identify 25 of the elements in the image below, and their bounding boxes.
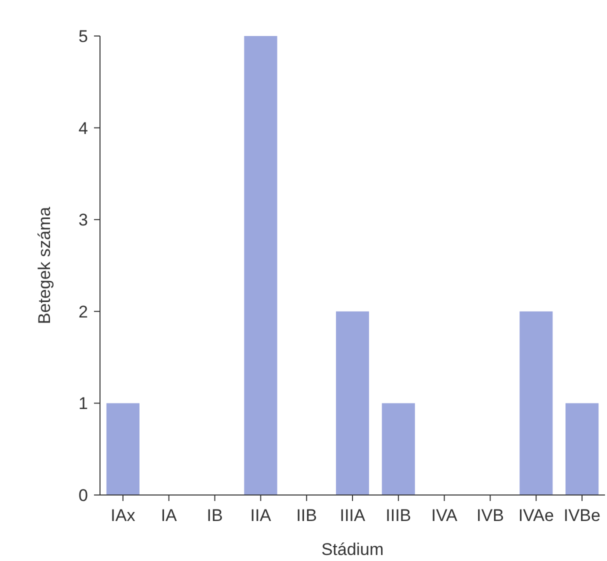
y-tick-label: 0 [78,486,88,505]
y-axis-title: Betegek száma [35,206,54,324]
bar [244,36,278,495]
y-tick-label: 3 [78,210,88,230]
x-tick-label: IAx [110,506,136,525]
x-axis-title: Stádium [321,540,384,559]
x-tick-label: IVAe [518,506,554,525]
bar [336,311,370,495]
x-tick-label: IVA [431,506,458,525]
y-tick-label: 1 [78,394,88,414]
x-tick-label: IA [160,506,178,525]
y-tick-label: 5 [78,26,88,46]
x-tick-label: IVB [476,506,504,525]
x-tick-label: IB [206,506,223,525]
y-tick-label: 2 [78,302,88,322]
x-tick-label: IIA [250,506,272,525]
y-tick-label: 4 [78,118,88,138]
bar [566,403,599,495]
x-tick-label: IIIA [340,506,366,525]
x-tick-label: IVBe [564,506,600,525]
bar [520,311,553,495]
x-tick-label: IIIB [386,506,412,525]
x-tick-label: IIB [296,506,317,525]
bar [382,403,415,495]
bar [106,403,140,495]
